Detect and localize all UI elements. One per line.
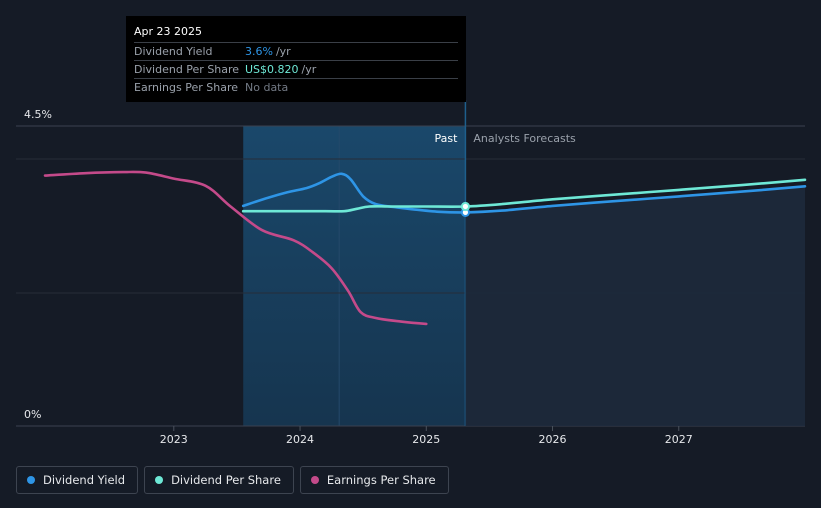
tooltip-value: No data: [245, 81, 289, 94]
tooltip-row-dividend-per-share: Dividend Per Share US$0.820 /yr: [134, 60, 458, 78]
y-tick-label: 0%: [24, 408, 41, 421]
dividend-per-share-line: [241, 178, 807, 213]
legend-dot-icon: [155, 476, 164, 484]
x-tick-label: 2024: [286, 433, 314, 446]
legend-label: Dividend Yield: [43, 473, 126, 487]
tooltip-value: US$0.820: [245, 63, 299, 76]
legend-item-dividend-per-share[interactable]: Dividend Per Share: [144, 466, 294, 494]
past-region: [243, 126, 466, 426]
legend-item-earnings-per-share[interactable]: Earnings Per Share: [299, 466, 449, 494]
forecast-label: Analysts Forecasts: [473, 132, 576, 145]
tooltip-suffix: /yr: [275, 45, 291, 58]
legend-label: Dividend Per Share: [171, 473, 281, 487]
forecast-area: [465, 186, 805, 426]
tooltip-value: 3.6%: [245, 45, 273, 58]
tooltip-date: Apr 23 2025: [134, 25, 203, 38]
legend-item-dividend-yield[interactable]: Dividend Yield: [16, 466, 139, 494]
x-tick-label: 2023: [160, 433, 188, 446]
legend-dot-icon: [27, 476, 35, 484]
tooltip: Apr 23 2025 Dividend Yield 3.6% /yr Divi…: [126, 16, 466, 102]
tooltip-label: Dividend Yield: [134, 45, 213, 58]
x-tick-label: 2027: [665, 433, 693, 446]
x-tick-label: 2025: [412, 433, 440, 446]
tooltip-label: Dividend Per Share: [134, 63, 240, 76]
legend-label: Earnings Per Share: [326, 473, 436, 487]
earnings-per-share-line: [43, 170, 428, 326]
dividend-per-share-marker: [460, 201, 471, 212]
tooltip-row-dividend-yield: Dividend Yield 3.6% /yr: [134, 42, 458, 60]
legend: Dividend Yield Dividend Per Share Earnin…: [16, 466, 455, 494]
tooltip-label: Earnings Per Share: [134, 81, 239, 94]
tooltip-suffix: /yr: [301, 63, 317, 76]
x-tick-label: 2026: [539, 433, 567, 446]
past-label: Past: [434, 132, 458, 145]
legend-dot-icon: [310, 476, 319, 484]
tooltip-row-earnings-per-share: Earnings Per Share No data: [134, 78, 458, 96]
y-tick-label: 4.5%: [24, 108, 52, 121]
